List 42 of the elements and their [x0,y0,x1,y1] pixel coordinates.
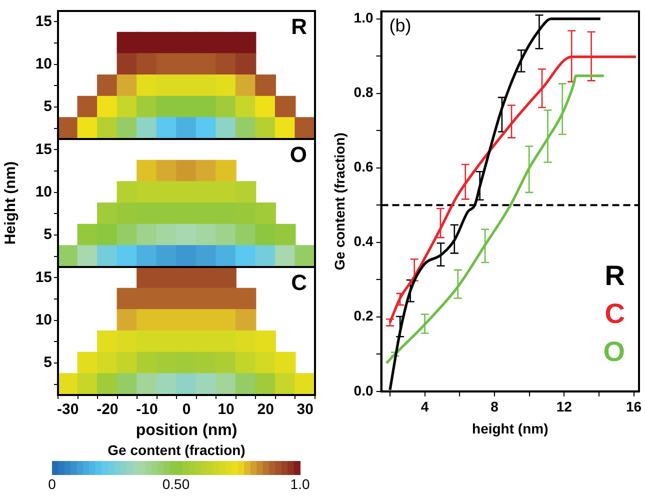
x-tick-label: 16 [626,398,642,415]
y-axis-title: Ge content (fraction) [331,132,348,270]
x-axis-title: position (nm) [136,422,238,439]
y-tick-label: 5 [44,98,52,116]
annotation: R [291,14,308,40]
line-series [385,74,606,364]
text: O [603,336,625,368]
x-tick-label: -20 [96,401,118,418]
y-tick-label: 0.6 [354,158,374,175]
color-bar-label: 0 [48,476,56,492]
color-bar-label: 0.50 [162,476,190,492]
x-tick-label: -10 [136,401,158,418]
x-tick-label: 10 [218,401,234,418]
text: R [604,260,625,292]
y-tick-label: 15 [35,12,52,30]
y-tick-label: 10 [35,183,52,200]
x-tick-label: 30 [296,401,314,418]
y-tick-label: 15 [35,140,52,158]
annotation: O [290,142,307,168]
y-tick-label: 5 [44,226,52,244]
x-tick-label: 20 [257,401,274,418]
color-bar-title: Ge content (fraction) [108,442,246,458]
x-tick-label: 8 [490,398,499,415]
y-tick-label: 0.0 [354,382,374,398]
y-axis-title: Height (nm) [2,161,20,245]
x-tick-label: 0 [182,401,191,418]
x-tick-label: 12 [556,398,572,415]
annotation: C [291,270,308,296]
y-tick-label: 10 [35,55,52,72]
x-tick-label: -30 [57,401,79,418]
y-tick-label: 10 [35,311,52,328]
x-axis-title: height (nm) [472,420,548,436]
y-tick-label: 0.8 [354,84,374,100]
y-tick-label: 0.2 [354,308,374,324]
y-tick-label: 0.4 [354,233,374,250]
y-tick-label: 1.0 [354,10,374,26]
y-tick-label: 15 [35,268,52,286]
annotation: (b) [389,15,412,36]
color-bar-label: 1.0 [290,476,310,492]
x-tick-label: 4 [420,398,429,415]
text: C [604,298,625,330]
y-tick-label: 5 [44,354,52,372]
